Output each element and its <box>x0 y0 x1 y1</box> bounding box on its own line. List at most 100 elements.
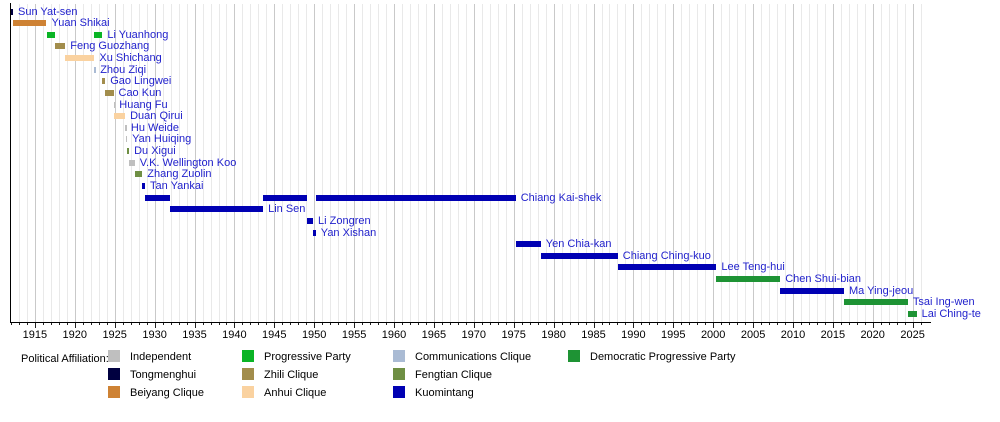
row-label-yan-xishan[interactable]: Yan Xishan <box>320 226 377 239</box>
gridline-minor <box>346 4 348 322</box>
gridline-major <box>793 4 794 322</box>
axis-tick <box>872 323 874 328</box>
axis-tick <box>681 323 683 325</box>
legend-label-anhui-clique: Anhui Clique <box>264 387 327 399</box>
axis-tick <box>553 323 555 328</box>
row-label-du-xigui[interactable]: Du Xigui <box>134 145 176 158</box>
row-label-feng-guozhang[interactable]: Feng Guozhang <box>70 40 150 53</box>
gridline-minor <box>330 4 332 322</box>
bar-ma-ying-jeou <box>780 287 844 294</box>
y-axis-line <box>10 3 11 322</box>
gridline-minor <box>425 4 427 322</box>
axis-tick <box>242 323 244 325</box>
gridline-minor <box>577 4 579 322</box>
gridline-minor <box>617 4 619 322</box>
row-label-zhou-ziqi[interactable]: Zhou Ziqi <box>100 63 147 76</box>
gridline-minor <box>82 4 84 322</box>
row-label-gao-lingwei[interactable]: Gao Lingwei <box>110 75 172 88</box>
bar-chiang-ching-kuo <box>540 252 618 259</box>
gridline-minor <box>697 4 699 322</box>
gridline-minor <box>481 4 483 322</box>
axis-tick <box>793 323 794 328</box>
bar-lin-sen <box>170 206 264 213</box>
row-label-tsai-ing-wen[interactable]: Tsai Ing-wen <box>912 296 975 309</box>
row-label-cao-kun[interactable]: Cao Kun <box>118 86 162 99</box>
axis-tick <box>417 323 419 325</box>
gridline-major <box>154 4 156 322</box>
bar-chiang-kai-shek <box>263 194 307 201</box>
gridline-minor <box>338 4 340 322</box>
row-label-chen-shui-bian[interactable]: Chen Shui-bian <box>785 273 862 285</box>
axis-tick <box>769 323 770 325</box>
axis-tick-label: 1925 <box>102 329 127 341</box>
axis-tick <box>186 323 188 325</box>
row-label-ma-ying-jeou[interactable]: Ma Ying-jeou <box>849 284 914 297</box>
legend-swatch-progressive-party <box>242 350 254 362</box>
bar-du-xigui <box>127 148 130 155</box>
row-label-li-yuanhong[interactable]: Li Yuanhong <box>107 28 169 41</box>
row-label-v-k-wellington-koo[interactable]: V.K. Wellington Koo <box>139 156 237 169</box>
axis-tick <box>888 323 890 325</box>
legend-label-beiyang-clique: Beiyang Clique <box>130 387 204 399</box>
row-label-yan-huiqing[interactable]: Yan Huiqing <box>132 133 192 146</box>
axis-tick <box>314 323 316 328</box>
gridline-minor <box>370 4 372 322</box>
row-label-yen-chia-kan[interactable]: Yen Chia-kan <box>545 238 612 251</box>
row-label-chiang-kai-shek[interactable]: Chiang Kai-shek <box>520 191 602 204</box>
row-label-lin-sen[interactable]: Lin Sen <box>268 203 306 216</box>
gridline-minor <box>561 4 563 322</box>
gridline-minor <box>465 4 467 322</box>
row-label-huang-fu[interactable]: Huang Fu <box>119 98 168 111</box>
bar-lai-ching-te <box>907 310 917 317</box>
legend-label-kuomintang: Kuomintang <box>415 387 474 399</box>
gridline-minor <box>290 4 292 322</box>
gridline-minor <box>816 4 818 322</box>
axis-tick <box>513 323 515 328</box>
row-label-li-zongren[interactable]: Li Zongren <box>318 214 371 227</box>
axis-tick <box>362 323 364 325</box>
axis-tick <box>194 323 196 328</box>
axis-tick <box>489 323 491 325</box>
row-label-chiang-ching-kuo[interactable]: Chiang Ching-kuo <box>622 249 711 262</box>
axis-tick <box>729 323 731 325</box>
axis-tick <box>896 323 898 325</box>
gridline-minor <box>585 4 587 322</box>
bar-chiang-kai-shek <box>145 194 171 201</box>
gridline-minor <box>106 4 108 322</box>
row-label-tan-yankai[interactable]: Tan Yankai <box>150 180 204 192</box>
row-label-yuan-shikai[interactable]: Yuan Shikai <box>51 17 110 30</box>
gridline-minor <box>90 4 92 322</box>
row-label-duan-qirui[interactable]: Duan Qirui <box>130 110 183 123</box>
axis-tick <box>226 323 228 325</box>
bar-v-k-wellington-koo <box>129 159 135 166</box>
axis-tick <box>633 323 635 328</box>
gridline-minor <box>298 4 300 322</box>
axis-tick <box>609 323 611 325</box>
axis-tick <box>617 323 619 325</box>
axis-tick <box>274 323 276 328</box>
gridline-minor <box>322 4 324 322</box>
bar-zhang-zuolin <box>134 171 143 178</box>
axis-tick <box>42 323 44 325</box>
row-label-xu-shichang[interactable]: Xu Shichang <box>99 52 162 64</box>
axis-tick <box>697 323 699 325</box>
legend-label-progressive-party: Progressive Party <box>264 351 351 363</box>
row-label-hu-weide[interactable]: Hu Weide <box>130 121 179 134</box>
axis-tick-label: 2000 <box>700 329 726 341</box>
gridline-major <box>394 4 395 322</box>
gridline-minor <box>729 4 731 322</box>
row-label-lee-teng-hui[interactable]: Lee Teng-hui <box>721 261 785 274</box>
gridline-minor <box>681 4 683 322</box>
row-label-zhang-zuolin[interactable]: Zhang Zuolin <box>147 168 212 181</box>
row-label-sun-yat-sen[interactable]: Sun Yat-sen <box>18 5 78 18</box>
gridline-minor <box>242 4 244 322</box>
gridline-minor <box>649 4 651 322</box>
row-label-lai-ching-te[interactable]: Lai Ching-te <box>921 307 981 320</box>
axis-tick <box>689 323 691 325</box>
axis-tick <box>27 323 28 325</box>
legend-title: Political Affiliation: <box>21 353 109 365</box>
gridline-major <box>354 4 356 322</box>
axis-tick <box>210 323 212 325</box>
gridline-minor <box>657 4 659 322</box>
gridline-major <box>314 4 316 322</box>
